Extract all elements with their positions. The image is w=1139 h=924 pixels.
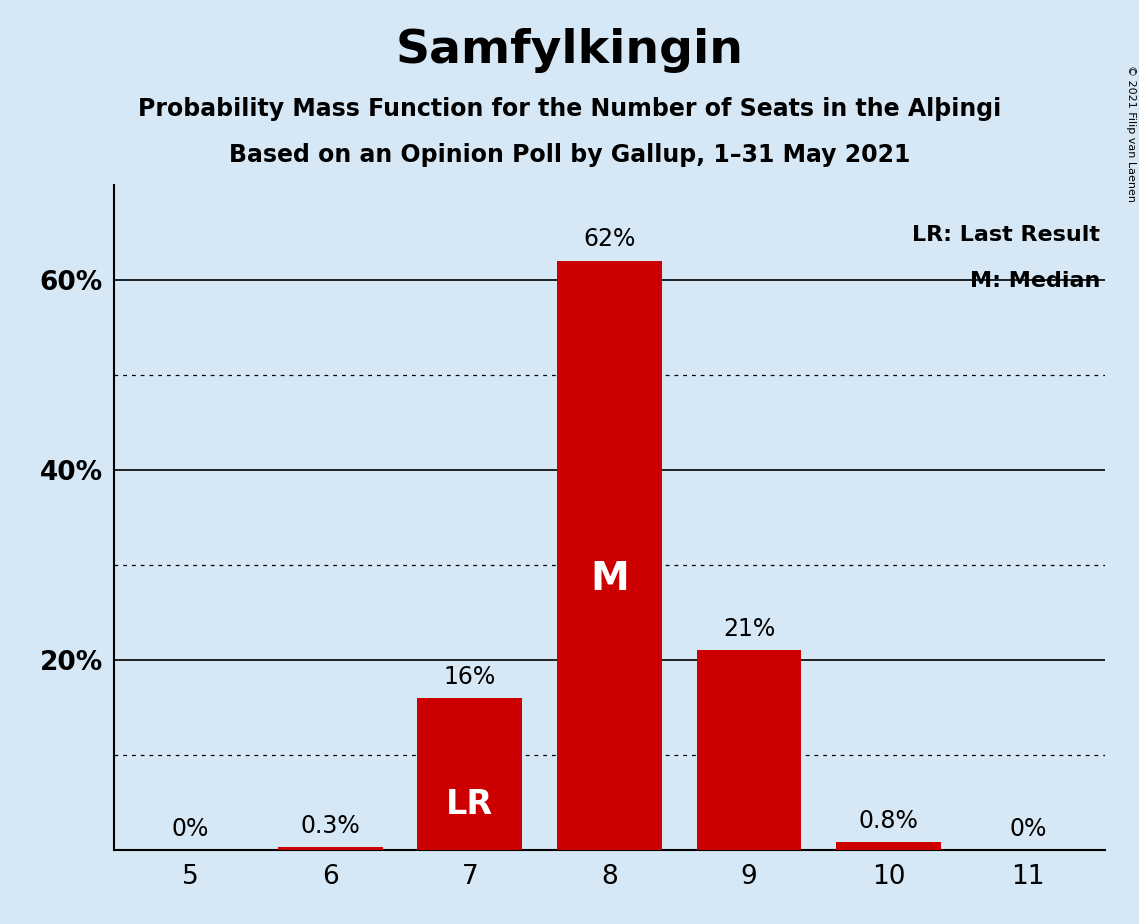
Text: M: Median: M: Median <box>969 272 1100 291</box>
Text: Samfylkingin: Samfylkingin <box>395 28 744 73</box>
Bar <box>836 843 941 850</box>
Bar <box>557 261 662 850</box>
Text: LR: LR <box>446 788 493 821</box>
Bar <box>278 847 383 850</box>
Text: 0%: 0% <box>1009 817 1047 841</box>
Text: M: M <box>590 560 629 598</box>
Text: 0.3%: 0.3% <box>301 814 360 838</box>
Text: 21%: 21% <box>723 617 775 641</box>
Text: LR: Last Result: LR: Last Result <box>912 225 1100 245</box>
Text: 0%: 0% <box>172 817 210 841</box>
Text: Probability Mass Function for the Number of Seats in the Alþingi: Probability Mass Function for the Number… <box>138 97 1001 121</box>
Text: 16%: 16% <box>444 664 495 688</box>
Bar <box>418 698 522 850</box>
Text: Based on an Opinion Poll by Gallup, 1–31 May 2021: Based on an Opinion Poll by Gallup, 1–31… <box>229 143 910 167</box>
Text: 0.8%: 0.8% <box>859 809 918 833</box>
Bar <box>697 650 801 850</box>
Text: 62%: 62% <box>583 227 636 251</box>
Text: © 2021 Filip van Laenen: © 2021 Filip van Laenen <box>1126 65 1136 201</box>
